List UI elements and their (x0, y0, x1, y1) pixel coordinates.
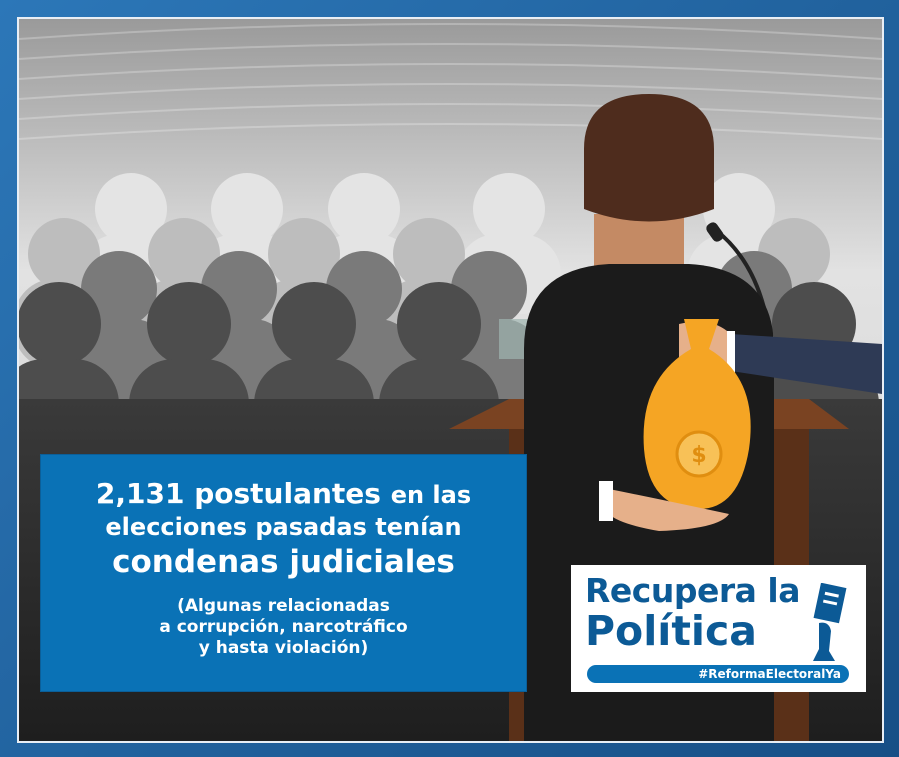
headline-line-1: 2,131 postulantes en las (41, 477, 526, 512)
headline-bold-word: postulantes (194, 477, 381, 510)
money-bag-icon: $ (643, 319, 751, 509)
headline-line-2: elecciones pasadas tenían (105, 513, 462, 541)
receiving-hand (599, 481, 729, 531)
scene-illustration: $ (19, 19, 882, 741)
subtext-line-1: (Algunas relacionadas (177, 596, 390, 616)
dollar-symbol: $ (691, 443, 706, 468)
logo-line-1: Recupera la (585, 571, 800, 610)
ballot-hand-icon (813, 583, 847, 661)
headline-rest: en las (390, 481, 472, 509)
subtext-line-3: y hasta violación) (198, 638, 369, 658)
headline-box: 2,131 postulantes en las elecciones pasa… (41, 455, 526, 691)
candidate-count: 2,131 (95, 477, 185, 510)
illustration-panel: $ 2,131 postulantes en las elecciones pa… (17, 17, 884, 743)
headline-line-3: condenas judiciales (112, 544, 455, 580)
background-stripes (19, 23, 882, 140)
subtext-line-2: a corrupción, narcotráfico (159, 617, 408, 637)
recupera-la-politica-logo: Recupera la Política #ReformaElectoralYa (571, 565, 866, 692)
hashtag-bar: #ReformaElectoralYa (587, 665, 849, 683)
logo-line-2: Política (585, 607, 757, 655)
subtext: (Algunas relacionadas a corrupción, narc… (41, 596, 526, 659)
